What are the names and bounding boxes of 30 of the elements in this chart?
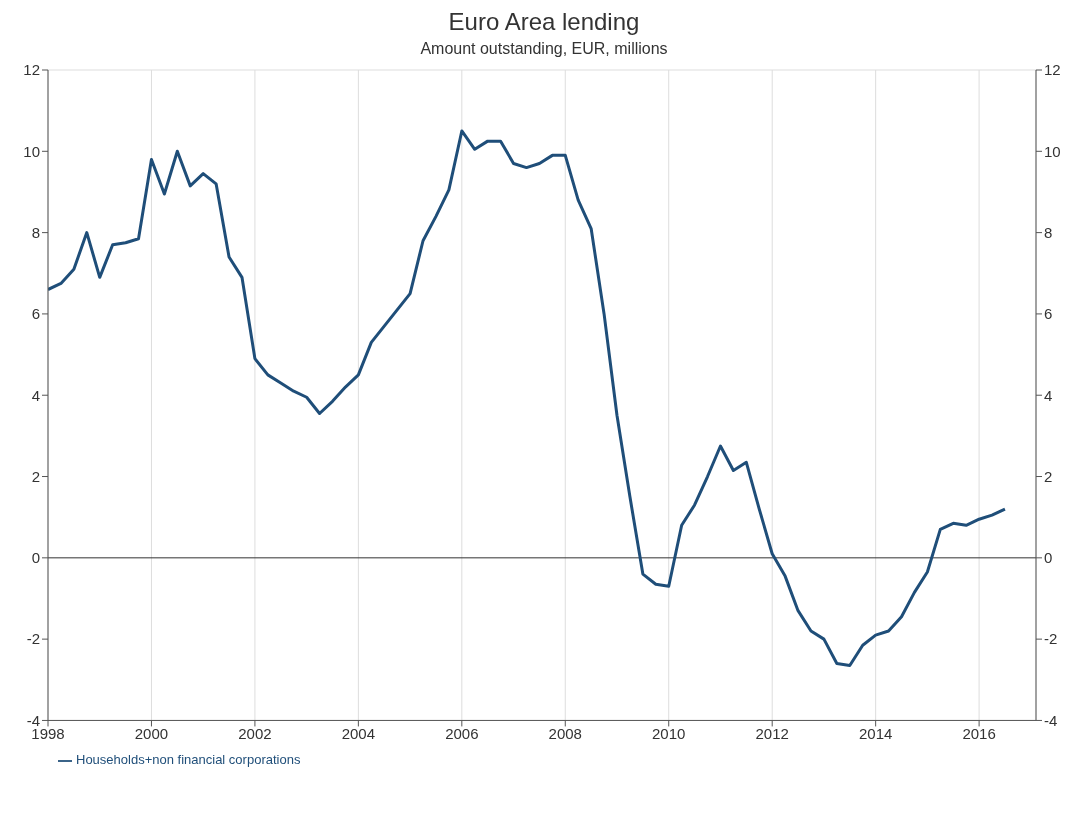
y2-tick-label: 2 bbox=[1044, 467, 1053, 485]
x-tick-label: 2004 bbox=[341, 725, 376, 743]
y-tick-label: 6 bbox=[31, 305, 40, 323]
y2-tick-label: -4 bbox=[1044, 711, 1058, 729]
y2-tick-label: 0 bbox=[1044, 549, 1053, 567]
y2-tick-label: 10 bbox=[1044, 142, 1061, 160]
legend-label: Households+non financial corporations bbox=[76, 752, 301, 768]
y-tick-label: 4 bbox=[31, 386, 40, 404]
x-tick-label: 2006 bbox=[445, 725, 479, 743]
chart-subtitle: Amount outstanding, EUR, millions bbox=[419, 40, 669, 58]
chart-title: Euro Area lending bbox=[447, 8, 641, 36]
y-tick-label: 8 bbox=[31, 223, 40, 241]
x-tick-label: 2000 bbox=[134, 725, 169, 743]
x-tick-label: 2012 bbox=[755, 725, 789, 743]
y-tick-label: 10 bbox=[23, 142, 40, 160]
x-tick-label: 2002 bbox=[238, 725, 272, 743]
y2-tick-label: 6 bbox=[1044, 305, 1053, 323]
y2-tick-label: 8 bbox=[1044, 223, 1053, 241]
y2-tick-label: -2 bbox=[1044, 630, 1058, 648]
x-tick-label: 2016 bbox=[962, 725, 996, 743]
y2-tick-label: 4 bbox=[1044, 386, 1053, 404]
y-tick-label: 12 bbox=[23, 61, 40, 79]
y-tick-label: 2 bbox=[31, 467, 40, 485]
line-series bbox=[48, 129, 1007, 668]
y-tick-label: -2 bbox=[26, 630, 40, 648]
x-tick-label: 2014 bbox=[858, 725, 893, 743]
y2-tick-label: 12 bbox=[1044, 61, 1061, 79]
x-tick-label: 2010 bbox=[652, 725, 686, 743]
x-tick-label: 2008 bbox=[548, 725, 582, 743]
y-tick-label: 0 bbox=[31, 549, 40, 567]
